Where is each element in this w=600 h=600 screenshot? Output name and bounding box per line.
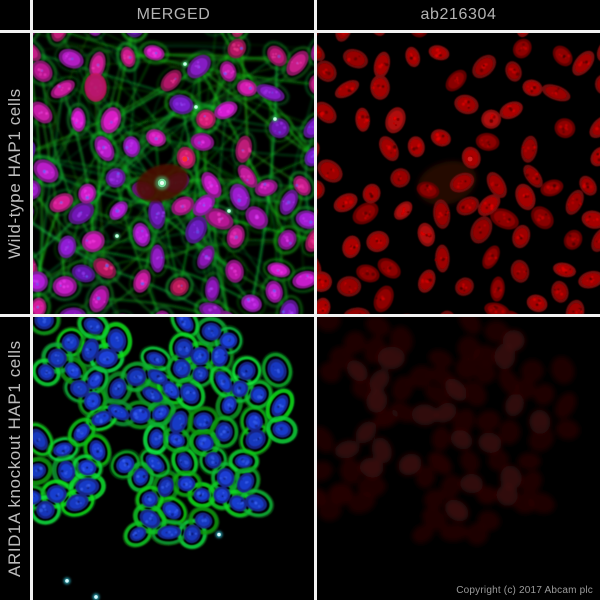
micrograph-merged-arid1a-knockout: [33, 317, 314, 600]
copyright-notice: Copyright (c) 2017 Abcam plc: [456, 585, 593, 596]
divider-vertical-middle: [314, 0, 317, 600]
column-header-ab216304: ab216304: [420, 6, 497, 23]
row-label-arid1a-knockout: ARID1A knockout HAP1 cells: [5, 340, 24, 577]
divider-horizontal-middle: [0, 314, 600, 317]
micrograph-merged-wild-type: [33, 33, 314, 314]
micrograph-ab216304-arid1a-knockout: [317, 317, 600, 600]
row-label-wild-type: Wild-type HAP1 cells: [5, 88, 24, 259]
column-header-merged: MERGED: [136, 6, 211, 23]
merged-wildtype-image: [33, 33, 314, 314]
red-knockout-image: [317, 317, 600, 600]
divider-horizontal-top: [0, 30, 600, 33]
merged-knockout-image: [33, 317, 314, 600]
divider-vertical-left: [30, 0, 33, 600]
micrograph-ab216304-wild-type: [317, 33, 600, 314]
red-wildtype-image: [317, 33, 600, 314]
